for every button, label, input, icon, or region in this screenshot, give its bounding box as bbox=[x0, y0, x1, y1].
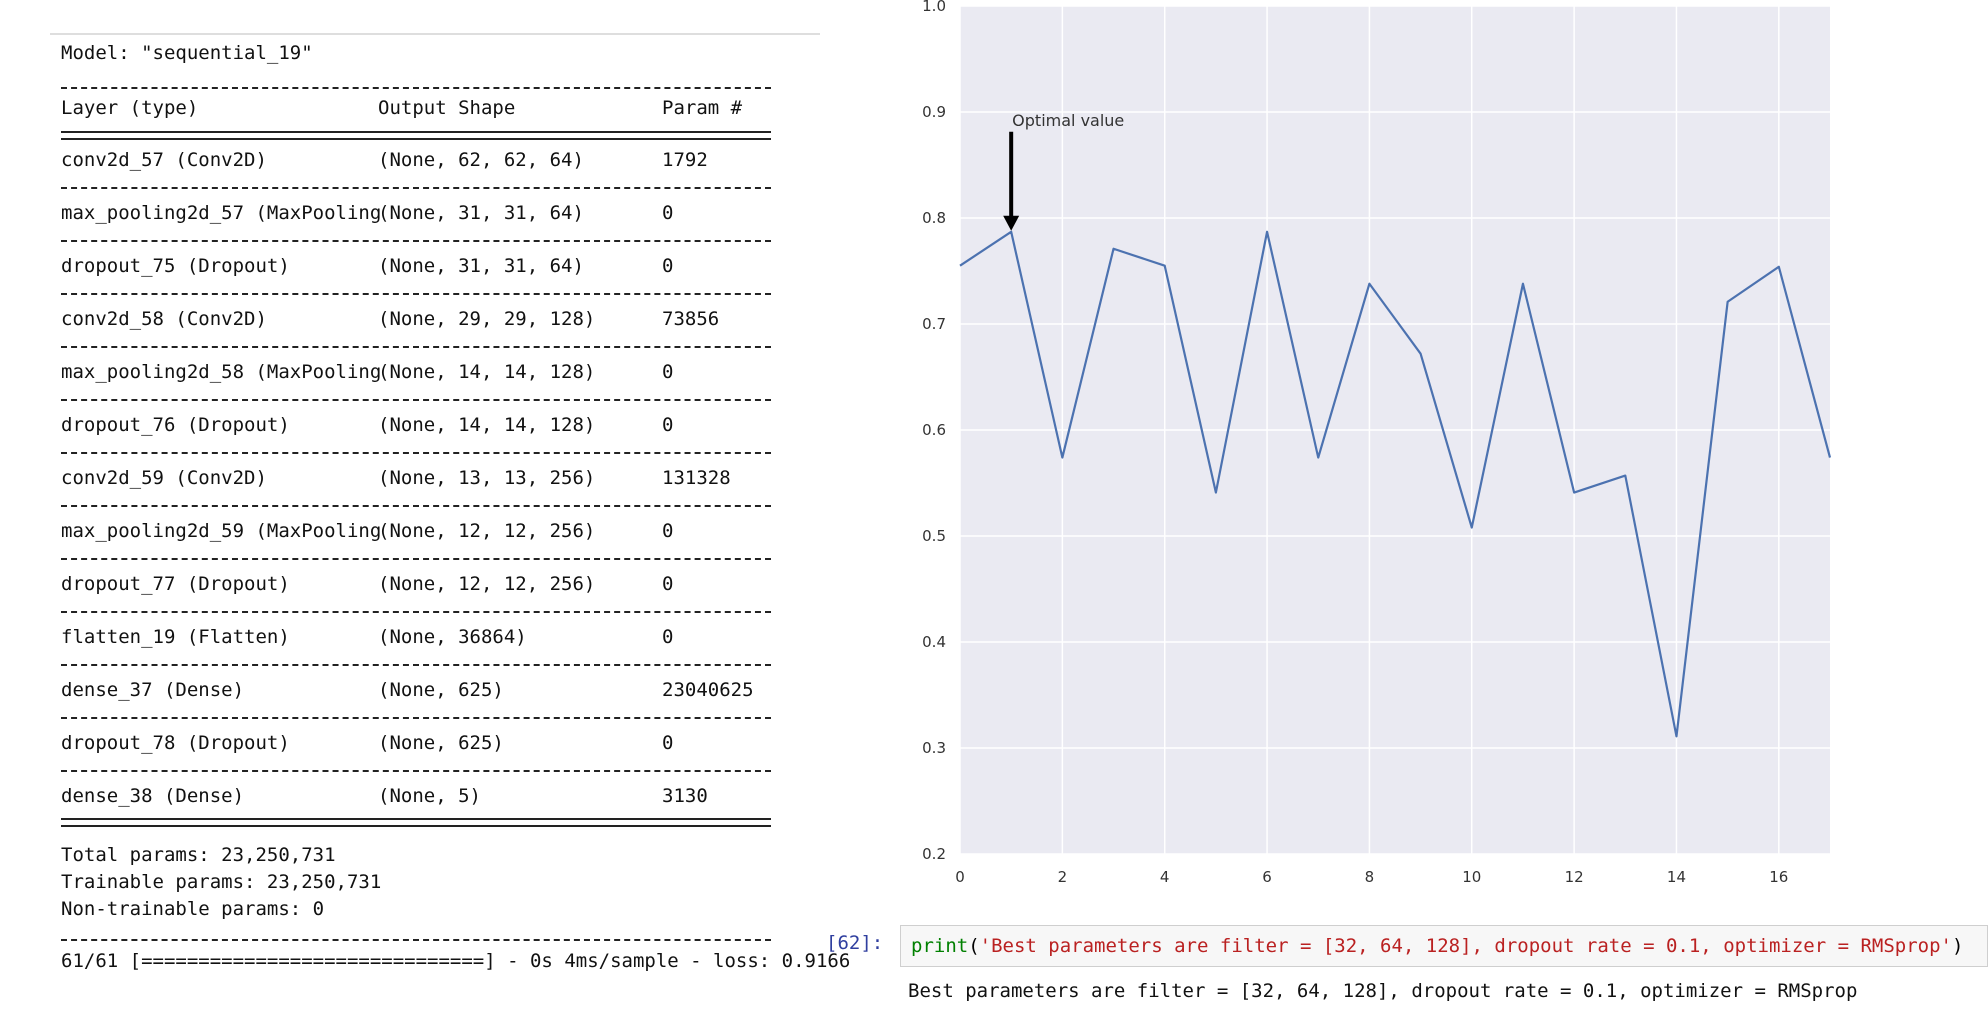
layer-name-cell: dropout_75 (Dropout) bbox=[61, 255, 290, 277]
layer-name-cell: dense_37 (Dense) bbox=[61, 679, 245, 701]
total-params: Total params: 23,250,731 bbox=[61, 844, 336, 866]
y-tick-label: 0.2 bbox=[922, 845, 946, 863]
divider-dashed bbox=[61, 664, 771, 666]
annotation-arrow-head bbox=[1003, 215, 1020, 231]
layer-name-cell: conv2d_57 (Conv2D) bbox=[61, 149, 267, 171]
param-count-cell: 0 bbox=[662, 202, 674, 224]
divider-dashed bbox=[61, 399, 771, 401]
layer-name-cell: dense_38 (Dense) bbox=[61, 785, 245, 807]
header-layer: Layer (type) bbox=[61, 97, 199, 119]
output-shape-cell: (None, 14, 14, 128) bbox=[378, 361, 596, 383]
output-shape-cell: (None, 5) bbox=[378, 785, 481, 807]
param-count-cell: 0 bbox=[662, 361, 674, 383]
param-count-cell: 0 bbox=[662, 732, 674, 754]
output-shape-cell: (None, 12, 12, 256) bbox=[378, 573, 596, 595]
x-tick-label: 10 bbox=[1462, 868, 1481, 886]
divider-dashed bbox=[61, 770, 771, 772]
output-shape-cell: (None, 12, 12, 256) bbox=[378, 520, 596, 542]
param-count-cell: 1792 bbox=[662, 149, 708, 171]
y-tick-label: 0.6 bbox=[922, 421, 946, 439]
x-tick-label: 14 bbox=[1667, 868, 1686, 886]
divider-dashed bbox=[61, 611, 771, 613]
y-tick-label: 0.9 bbox=[922, 103, 946, 121]
x-tick-label: 16 bbox=[1769, 868, 1788, 886]
code-string-literal: 'Best parameters are filter = [32, 64, 1… bbox=[979, 935, 1952, 957]
y-tick-label: 0.3 bbox=[922, 739, 946, 757]
x-tick-label: 2 bbox=[1058, 868, 1068, 886]
layer-name-cell: conv2d_59 (Conv2D) bbox=[61, 467, 267, 489]
layer-name-cell: max_pooling2d_57 (MaxPooling bbox=[61, 202, 382, 224]
layer-name-cell: dropout_76 (Dropout) bbox=[61, 414, 290, 436]
output-shape-cell: (None, 36864) bbox=[378, 626, 527, 648]
model-title: Model: "sequential_19" bbox=[61, 42, 313, 64]
code-cell-input[interactable]: print('Best parameters are filter = [32,… bbox=[900, 925, 1988, 967]
x-tick-label: 6 bbox=[1262, 868, 1272, 886]
divider-dashed bbox=[61, 240, 771, 242]
x-tick-label: 0 bbox=[955, 868, 965, 886]
divider-double bbox=[61, 818, 771, 827]
x-tick-label: 4 bbox=[1160, 868, 1170, 886]
layer-name-cell: flatten_19 (Flatten) bbox=[61, 626, 290, 648]
param-count-cell: 3130 bbox=[662, 785, 708, 807]
evaluate-progress-line: 61/61 [==============================] -… bbox=[61, 950, 851, 972]
divider-dashed bbox=[61, 717, 771, 719]
code-paren-open: ( bbox=[968, 935, 980, 957]
output-shape-cell: (None, 31, 31, 64) bbox=[378, 202, 584, 224]
divider-dashed bbox=[61, 187, 771, 189]
divider-dashed bbox=[61, 293, 771, 295]
param-count-cell: 0 bbox=[662, 414, 674, 436]
x-tick-label: 8 bbox=[1365, 868, 1375, 886]
divider-dashed bbox=[61, 87, 771, 89]
y-tick-label: 1.0 bbox=[922, 0, 946, 15]
y-tick-label: 0.8 bbox=[922, 209, 946, 227]
x-tick-label: 12 bbox=[1565, 868, 1584, 886]
output-shape-cell: (None, 625) bbox=[378, 732, 504, 754]
header-output-shape: Output Shape bbox=[378, 97, 516, 119]
divider-dashed bbox=[61, 346, 771, 348]
param-count-cell: 0 bbox=[662, 626, 674, 648]
layer-name-cell: max_pooling2d_59 (MaxPooling bbox=[61, 520, 382, 542]
trainable-params: Trainable params: 23,250,731 bbox=[61, 871, 382, 893]
cell-prompt: [62]: bbox=[826, 932, 884, 954]
y-tick-label: 0.7 bbox=[922, 315, 946, 333]
code-cell-output: Best parameters are filter = [32, 64, 12… bbox=[908, 980, 1858, 1002]
param-count-cell: 131328 bbox=[662, 467, 731, 489]
param-count-cell: 73856 bbox=[662, 308, 720, 330]
layer-name-cell: conv2d_58 (Conv2D) bbox=[61, 308, 267, 330]
line-chart: 0.2 0.3 0.4 0.5 0.6 0.7 0.8 0.9 1.0 0 2 4 6 8 10 12 14 16… bbox=[900, 0, 1988, 900]
header-param-count: Param # bbox=[662, 97, 743, 119]
param-count-cell: 0 bbox=[662, 255, 674, 277]
y-tick-label: 0.4 bbox=[922, 633, 946, 651]
divider-dashed bbox=[61, 452, 771, 454]
output-shape-cell: (None, 13, 13, 256) bbox=[378, 467, 596, 489]
layer-name-cell: dropout_77 (Dropout) bbox=[61, 573, 290, 595]
code-builtin-print: print bbox=[911, 935, 969, 957]
param-count-cell: 0 bbox=[662, 573, 674, 595]
code-paren-close: ) bbox=[1951, 935, 1964, 957]
divider-dashed bbox=[61, 558, 771, 560]
line-chart-svg: 0.2 0.3 0.4 0.5 0.6 0.7 0.8 0.9 1.0 0 2 4 6 8 10 12 14 16… bbox=[922, 0, 1832, 886]
cell-divider bbox=[50, 33, 820, 35]
y-tick-label: 0.5 bbox=[922, 527, 946, 545]
output-shape-cell: (None, 14, 14, 128) bbox=[378, 414, 596, 436]
non-trainable-params: Non-trainable params: 0 bbox=[61, 898, 325, 920]
output-shape-cell: (None, 31, 31, 64) bbox=[378, 255, 584, 277]
output-shape-cell: (None, 62, 62, 64) bbox=[378, 149, 584, 171]
output-shape-cell: (None, 625) bbox=[378, 679, 504, 701]
divider-double bbox=[61, 131, 771, 140]
layer-name-cell: max_pooling2d_58 (MaxPooling bbox=[61, 361, 382, 383]
param-count-cell: 0 bbox=[662, 520, 674, 542]
divider-dashed bbox=[61, 505, 771, 507]
series-line bbox=[959, 230, 1832, 738]
annotation-label: Optimal value bbox=[1012, 111, 1124, 130]
layer-name-cell: dropout_78 (Dropout) bbox=[61, 732, 290, 754]
divider-dashed bbox=[61, 939, 771, 941]
output-shape-cell: (None, 29, 29, 128) bbox=[378, 308, 596, 330]
param-count-cell: 23040625 bbox=[662, 679, 754, 701]
